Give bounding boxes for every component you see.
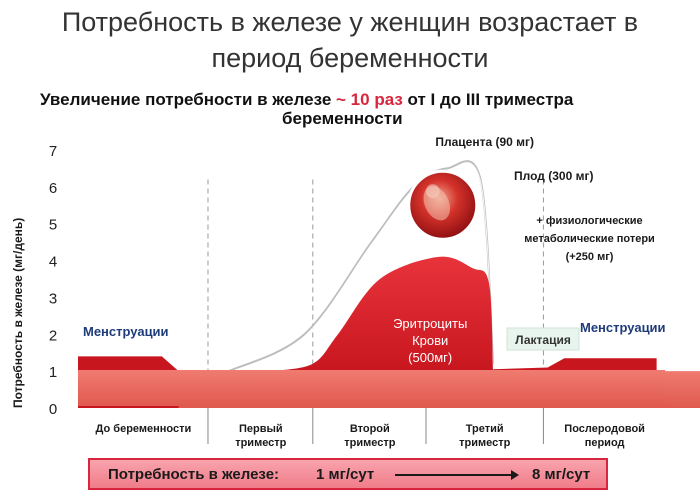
- erythrocytes-area: [270, 256, 494, 372]
- category-label: триместр: [235, 437, 286, 449]
- slide-title-line-2: период беременности: [211, 43, 489, 73]
- category-label: Третий: [466, 423, 504, 435]
- footer-arrow-icon: [395, 470, 519, 480]
- category-label: Послеродовой: [564, 423, 645, 435]
- chart-subtitle: Увеличение потребности в железе ~ 10 раз…: [40, 90, 680, 128]
- fetus-head-shape: [425, 184, 440, 199]
- footer-end-value: 8 мг/сут: [532, 466, 591, 483]
- menstruation-band-right: [493, 358, 657, 372]
- slide-title-line-1: Потребность в железе у женщин возрастает…: [61, 7, 639, 37]
- iron-need-chart: 0 1 2 3 4 5 6 7 Потребность в железе (мг/день) Д…: [11, 135, 700, 449]
- subtitle-accent: ~ 10 раз: [336, 90, 403, 109]
- erythrocytes-label-2: Крови: [412, 333, 448, 348]
- erythrocytes-label-3: (500мг): [408, 350, 452, 365]
- losses-label-1: + физиологические: [536, 215, 642, 227]
- category-label: период: [585, 437, 625, 449]
- y-tick-label: 2: [49, 327, 57, 344]
- y-tick-label: 3: [49, 290, 57, 307]
- menstruation-label-left: Менструации: [83, 324, 169, 339]
- y-tick-label: 7: [49, 143, 57, 160]
- category-label: триместр: [459, 437, 510, 449]
- footer-label: Потребность в железе:: [108, 466, 280, 483]
- subtitle-part-1: Увеличение потребности в железе: [40, 90, 337, 109]
- lactation-box: [506, 327, 580, 351]
- losses-label-2: метаболические потери: [524, 233, 655, 245]
- iron-need-footer: Потребность в железе: 1 мг/сут 8 мг/сут: [88, 458, 608, 490]
- category-label: До беременности: [96, 423, 192, 435]
- subtitle-line-2: беременности: [282, 109, 403, 128]
- fetus-label: Плод (300 мг): [514, 169, 593, 183]
- footer-start-value: 1 мг/сут: [316, 466, 375, 483]
- y-tick-label: 1: [49, 364, 57, 381]
- placenta-label: Плацента (90 мг): [435, 135, 534, 149]
- y-tick-label: 0: [49, 401, 57, 418]
- category-label: Второй: [350, 423, 390, 435]
- y-tick-label: 5: [49, 217, 57, 234]
- category-label: триместр: [344, 437, 395, 449]
- subtitle-line-1: Увеличение потребности в железе ~ 10 раз…: [40, 90, 680, 109]
- base-period-band: [78, 370, 665, 406]
- subtitle-part-2: от I до III триместра: [402, 90, 574, 109]
- lactation-label: Лактация: [515, 333, 571, 347]
- y-tick-label: 6: [49, 180, 57, 197]
- erythrocytes-label-1: Эритроциты: [393, 316, 467, 331]
- y-axis-label: Потребность в железе (мг/день): [11, 218, 25, 408]
- slide-title: Потребность в железе у женщин возрастает…: [0, 4, 700, 76]
- y-tick-label: 4: [49, 254, 57, 271]
- menstruation-label-right: Менструации: [580, 320, 666, 335]
- category-label: Первый: [239, 423, 283, 435]
- losses-label-3: (+250 мг): [566, 251, 614, 263]
